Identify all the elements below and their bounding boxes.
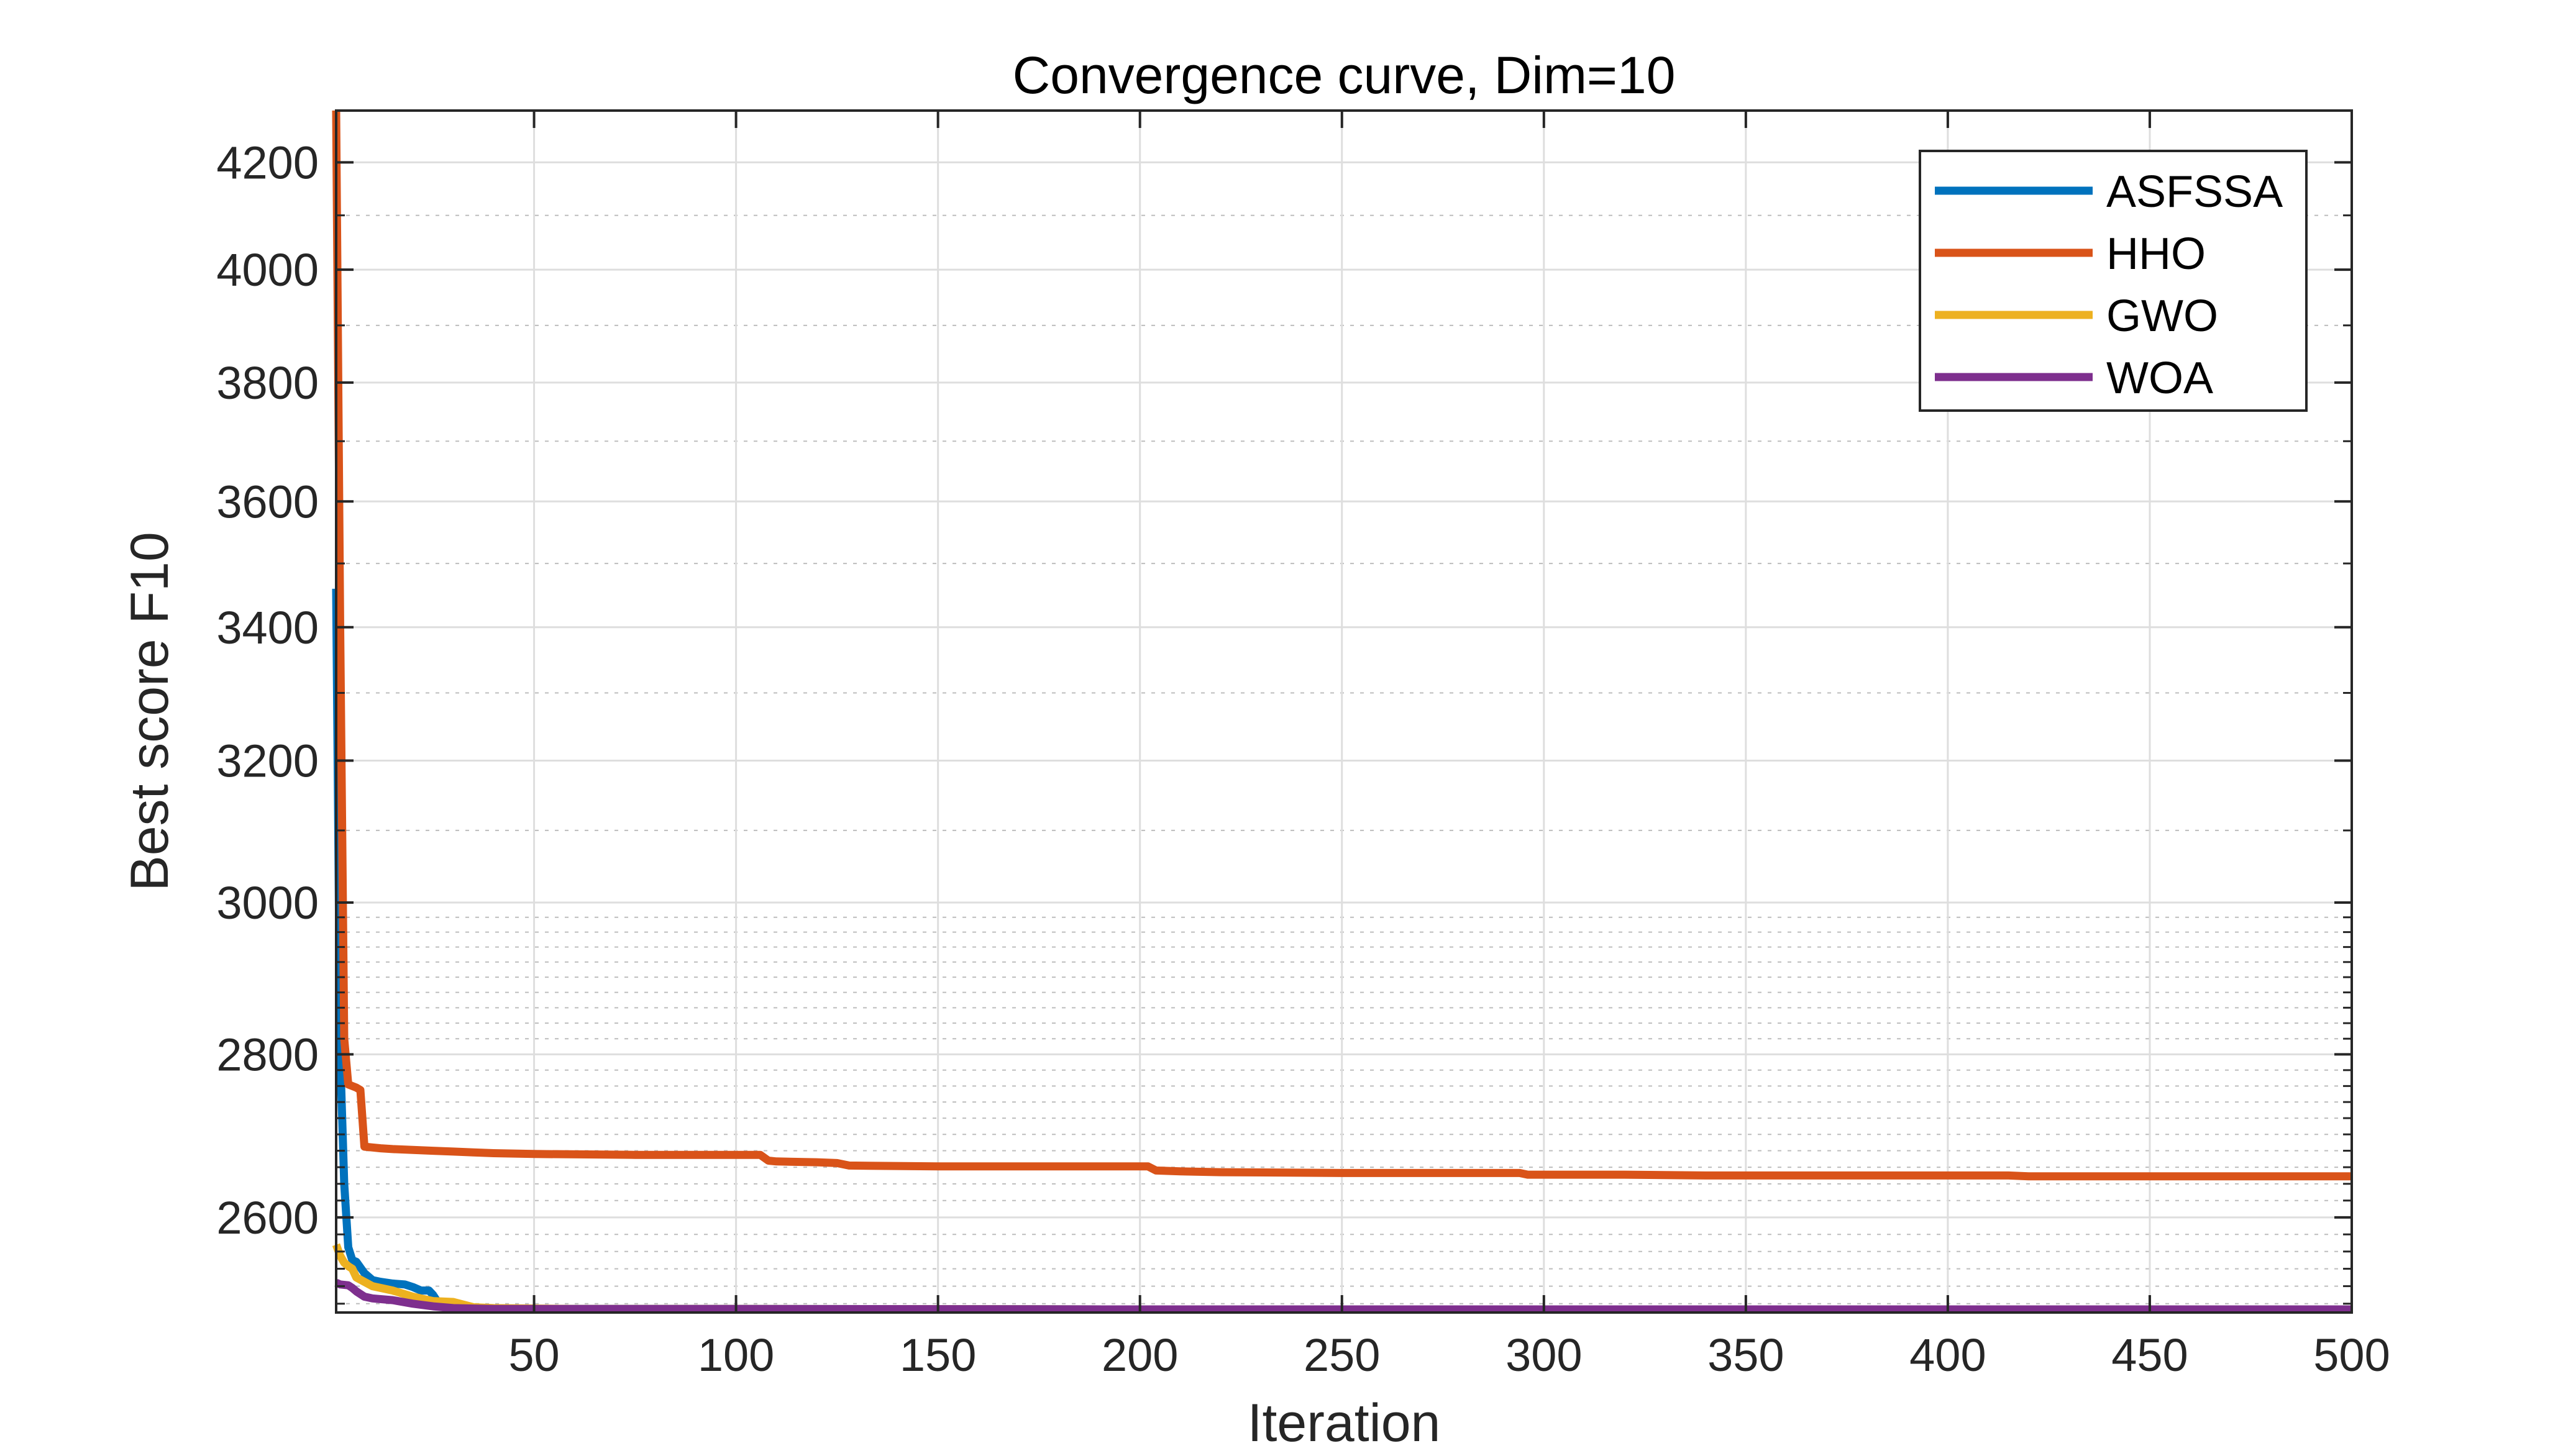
- legend-label-gwo: GWO: [2106, 291, 2218, 341]
- series-lines: [332, 110, 2352, 1314]
- major-gridlines: [336, 111, 2353, 1313]
- x-tick-label: 350: [1707, 1329, 1784, 1381]
- x-axis-title: Iteration: [1248, 1393, 1441, 1453]
- y-tick-label: 2800: [216, 1029, 319, 1080]
- x-tick-label: 300: [1505, 1329, 1582, 1381]
- x-tick-label: 450: [2111, 1329, 2188, 1381]
- x-tick-label: 50: [508, 1329, 559, 1381]
- legend-label-hho: HHO: [2106, 229, 2206, 279]
- x-tick-label: 250: [1304, 1329, 1380, 1381]
- series-line-woa: [334, 1279, 2352, 1314]
- x-tick-label: 150: [900, 1329, 976, 1381]
- x-tick-label: 100: [698, 1329, 774, 1381]
- y-tick-label: 4000: [216, 244, 319, 296]
- legend: ASFSSA HHO GWO WOA: [1919, 150, 2308, 412]
- y-tick-labels: 2600 2800 3000 3200 3400 3600 3800 4000 4200: [216, 137, 319, 1244]
- x-tick-label: 400: [1909, 1329, 1986, 1381]
- x-tick-labels: 50 100 150 200 250 300 350 400 450 500: [508, 1329, 2390, 1381]
- y-tick-label: 2600: [216, 1192, 319, 1244]
- y-tick-label: 3200: [216, 735, 319, 786]
- y-axis-title: Best score F10: [120, 532, 180, 891]
- y-tick-label: 3000: [216, 877, 319, 929]
- x-tick-label: 200: [1102, 1329, 1178, 1381]
- minor-gridlines: [336, 110, 2352, 1304]
- y-tick-label: 3400: [216, 602, 319, 653]
- chart-title: Convergence curve, Dim=10: [1013, 46, 1676, 104]
- y-tick-label: 4200: [216, 137, 319, 188]
- legend-label-woa: WOA: [2106, 353, 2213, 403]
- legend-label-asfssa: ASFSSA: [2106, 167, 2283, 217]
- y-tick-label: 3600: [216, 476, 319, 527]
- x-tick-label: 500: [2313, 1329, 2390, 1381]
- plot-frame: [335, 109, 2353, 1314]
- series-line-hho: [332, 110, 2352, 1181]
- axis-ticks: [336, 109, 2353, 1313]
- y-tick-label: 3800: [216, 357, 319, 409]
